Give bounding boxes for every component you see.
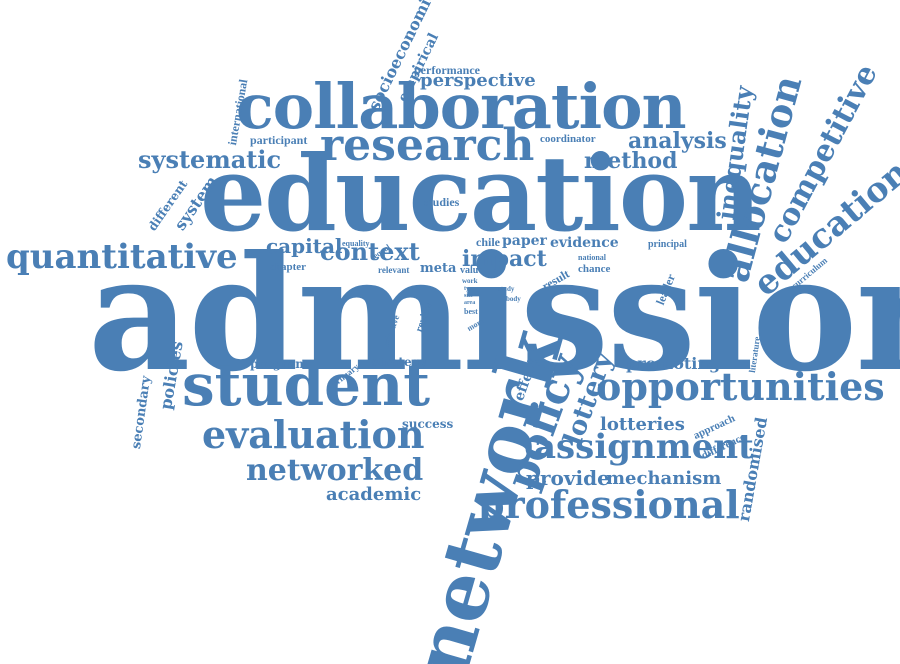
word-collaboration: collaboration xyxy=(236,70,687,143)
word-site: site xyxy=(464,293,473,299)
word-national: national xyxy=(578,253,607,262)
word-chapter: chapter xyxy=(270,261,307,273)
word-impact: impact xyxy=(462,246,547,272)
word-type: type xyxy=(464,286,475,292)
word-method: method xyxy=(584,148,678,174)
word-research: research xyxy=(320,120,535,171)
word-body: body xyxy=(506,295,521,303)
word-chile: chile xyxy=(476,235,500,249)
word-performance: performance xyxy=(414,63,480,77)
word-perspective: perspective xyxy=(420,70,536,91)
word-meta: meta xyxy=(420,261,457,276)
word-best: best xyxy=(464,307,478,316)
word-analysis: analysis xyxy=(628,128,727,154)
word-work: work xyxy=(462,277,478,285)
word-relevant: relevant xyxy=(378,265,410,275)
word-evidence: evidence xyxy=(550,235,619,251)
word-provide: provide xyxy=(526,466,610,490)
word-coordinator: coordinator xyxy=(540,133,596,145)
word-academic: academic xyxy=(326,484,422,505)
word-networked: networked xyxy=(246,453,424,488)
word-program: program xyxy=(250,357,308,371)
word-principal: principal xyxy=(648,239,687,250)
word-equality: equality xyxy=(342,239,370,248)
word-admission: admission xyxy=(88,222,900,407)
word-context: context xyxy=(320,237,420,266)
word-studies: studies xyxy=(424,195,460,209)
word-area: area xyxy=(464,300,476,306)
word-mechanism: mechanism xyxy=(606,468,722,489)
word-participant: participant xyxy=(250,133,308,147)
word-capital: capital xyxy=(266,234,343,258)
word-student: student xyxy=(182,351,431,419)
word-quantitative: quantitative xyxy=(6,237,238,277)
word-strategy: strategy xyxy=(372,355,427,369)
word-professional: professional xyxy=(478,482,740,527)
word-systematic: systematic xyxy=(138,145,282,174)
word-success: success xyxy=(402,417,454,431)
word-assignment: assignment xyxy=(534,427,754,467)
word-promoting: promoting xyxy=(626,354,721,373)
word-evaluation: evaluation xyxy=(202,412,425,457)
word-chance: chance xyxy=(578,263,611,275)
word-lotteries: lotteries xyxy=(600,414,685,435)
word-study: study xyxy=(498,285,515,293)
word-paper: paper xyxy=(502,233,547,249)
word-opportunities: opportunities xyxy=(596,364,885,409)
word-education: education xyxy=(200,132,762,255)
word-value: value xyxy=(460,265,483,276)
